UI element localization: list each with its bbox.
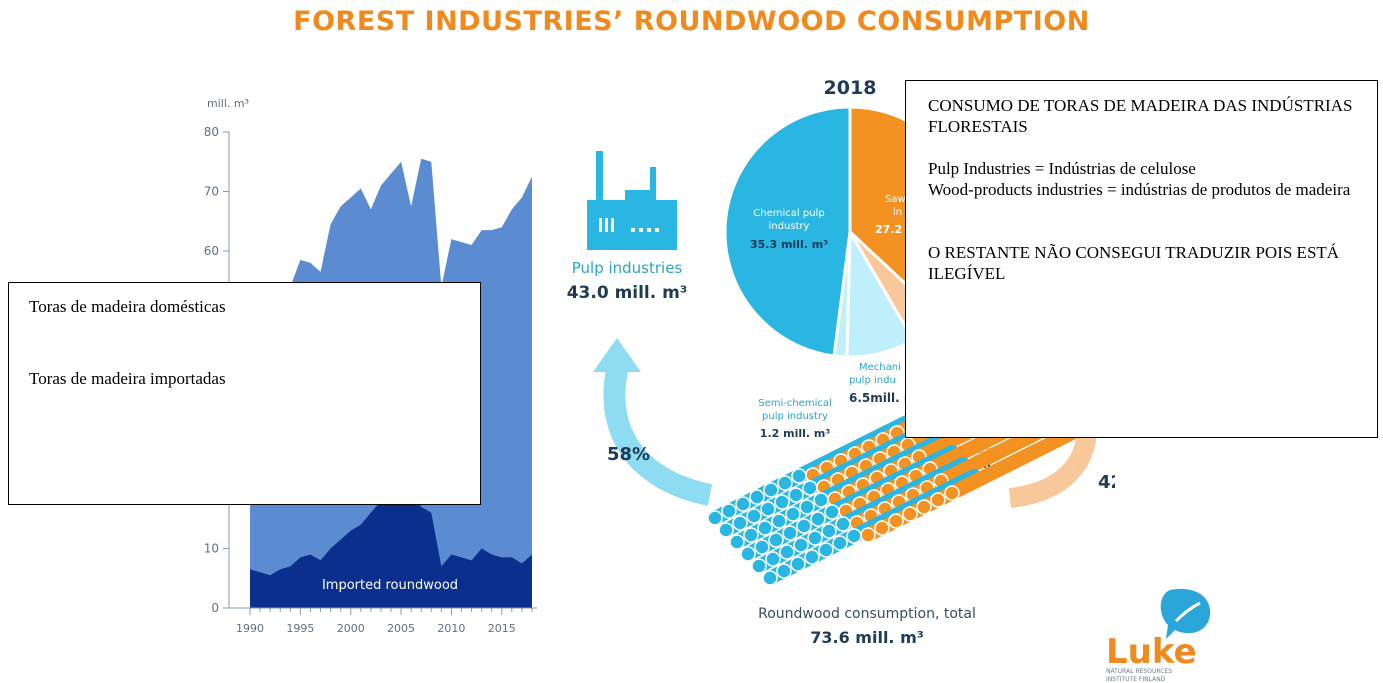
mechanical-label-1: Mechani bbox=[859, 362, 901, 373]
y-tick-label: 60 bbox=[204, 244, 219, 258]
pulp-percent: 58% bbox=[607, 444, 650, 465]
x-tick-label: 2010 bbox=[437, 622, 465, 635]
title-translation: CONSUMO DE TORAS DE MADEIRA DAS INDÚSTRI… bbox=[928, 96, 1353, 137]
y-tick-label: 10 bbox=[204, 542, 219, 556]
total-value: 73.6 mill. m³ bbox=[810, 628, 924, 647]
x-tick-label: 2000 bbox=[337, 622, 365, 635]
semichemical-label-2: pulp industry bbox=[762, 411, 828, 422]
mechanical-label-2: pulp indu bbox=[849, 375, 896, 386]
wood-products-translation: Wood-products industries = indústrias de… bbox=[928, 179, 1351, 199]
translation-box-right: CONSUMO DE TORAS DE MADEIRA DAS INDÚSTRI… bbox=[905, 80, 1378, 438]
pie-year: 2018 bbox=[824, 77, 877, 99]
semichemical-label-1: Semi-chemical bbox=[758, 398, 832, 409]
x-tick-label: 2005 bbox=[387, 622, 415, 635]
chemical-pulp-slice bbox=[723, 105, 852, 358]
logo-name: Luke bbox=[1106, 632, 1197, 672]
sawmill-value: 27.2 bbox=[875, 223, 902, 236]
semichemical-value: 1.2 mill. m³ bbox=[760, 427, 831, 440]
sawmill-label-2: in bbox=[893, 207, 902, 218]
pulp-arrowhead bbox=[593, 338, 641, 372]
logo-line-1: NATURAL RESOURCES bbox=[1106, 668, 1172, 675]
luke-logo: Luke NATURAL RESOURCES INSTITUTE FINLAND bbox=[1106, 588, 1211, 683]
imported-translation: Toras de madeira importadas bbox=[29, 369, 226, 388]
sawmill-label-1: Saw bbox=[885, 194, 906, 205]
wood-arrow bbox=[1008, 430, 1097, 508]
main-title: FOREST INDUSTRIES’ ROUNDWOOD CONSUMPTION bbox=[293, 6, 1090, 37]
x-tick-label: 1990 bbox=[236, 622, 264, 635]
wood-percent: 42% bbox=[1098, 472, 1115, 493]
untranslated-note: O RESTANTE NÃO CONSEGUI TRADUZIR POIS ES… bbox=[928, 243, 1340, 284]
chemical-label-1: Chemical pulp bbox=[753, 208, 824, 219]
logo-line-2: INSTITUTE FINLAND bbox=[1106, 676, 1166, 683]
y-tick-label: 70 bbox=[204, 185, 219, 199]
imported-roundwood-area bbox=[250, 489, 532, 608]
leaf-icon bbox=[1160, 588, 1211, 639]
pulp-industries-label: Pulp industries bbox=[572, 259, 683, 277]
y-tick-label: 0 bbox=[211, 601, 219, 615]
x-tick-label: 1995 bbox=[286, 622, 314, 635]
factory-icon bbox=[587, 151, 677, 250]
translation-box-left: Toras de madeira domésticas Toras de mad… bbox=[8, 282, 481, 505]
y-axis-label: mill. m³ bbox=[207, 97, 249, 110]
x-tick-label: 2015 bbox=[488, 622, 516, 635]
chemical-value: 35.3 mill. m³ bbox=[750, 238, 828, 251]
y-tick-label: 80 bbox=[204, 125, 219, 139]
pulp-industries-value: 43.0 mill. m³ bbox=[567, 283, 688, 303]
mechanical-value: 6.5mill. m³ bbox=[849, 391, 922, 405]
pulp-arrow bbox=[603, 367, 713, 506]
domestic-translation: Toras de madeira domésticas bbox=[29, 297, 226, 316]
total-label: Roundwood consumption, total bbox=[758, 606, 976, 622]
imported-roundwood-label: Imported roundwood bbox=[322, 578, 458, 593]
pulp-translation: Pulp Industries = Indústrias de celulose bbox=[928, 158, 1196, 178]
chemical-label-2: industry bbox=[769, 221, 810, 232]
